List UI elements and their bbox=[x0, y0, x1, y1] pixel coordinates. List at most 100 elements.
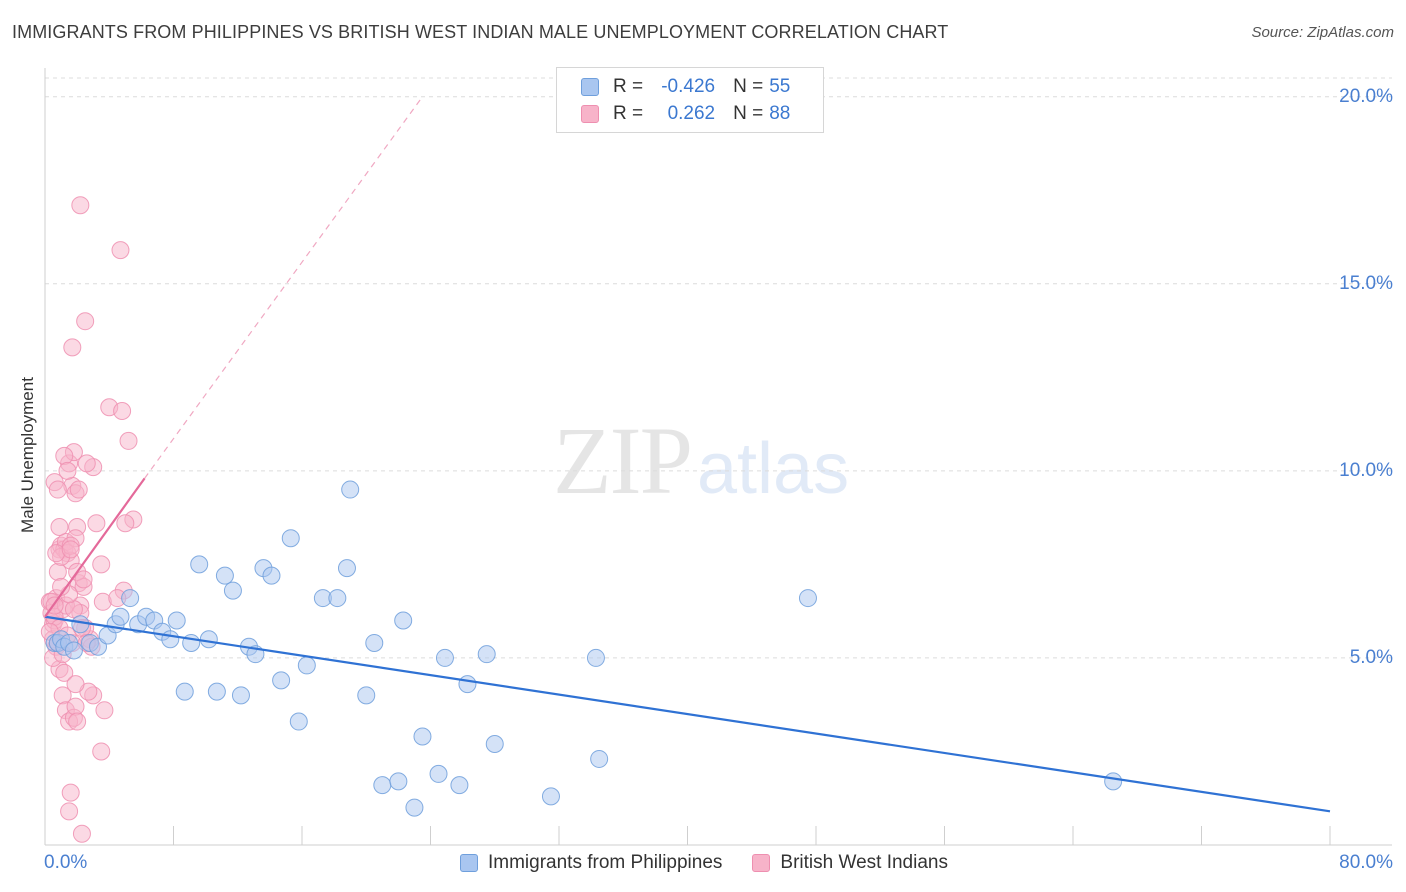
philippines-point bbox=[223, 581, 242, 600]
legend-label: British West Indians bbox=[780, 852, 948, 873]
axes bbox=[44, 68, 1392, 846]
philippines-point bbox=[389, 772, 408, 791]
british-west-indians-point bbox=[92, 742, 111, 761]
philippines-point bbox=[450, 776, 469, 795]
philippines-point bbox=[167, 611, 186, 630]
philippines-point bbox=[541, 787, 560, 806]
legend-row-british-west-indians: R = 0.262 N = 88 bbox=[581, 101, 790, 127]
british-west-indians-point bbox=[69, 480, 88, 499]
philippines-point bbox=[289, 712, 308, 731]
british-west-indians-point bbox=[76, 312, 95, 331]
philippines-point bbox=[413, 727, 432, 746]
blue-swatch-icon bbox=[581, 78, 599, 96]
legend-item-philippines[interactable]: Immigrants from Philippines bbox=[460, 852, 722, 874]
philippines-point bbox=[231, 686, 250, 705]
n-value: 55 bbox=[769, 76, 791, 97]
trend-lines bbox=[44, 96, 1331, 813]
chart-title: IMMIGRANTS FROM PHILIPPINES VS BRITISH W… bbox=[12, 22, 949, 42]
philippines-point bbox=[429, 764, 448, 783]
british-west-indians-point bbox=[113, 401, 132, 420]
philippines-point bbox=[373, 776, 392, 795]
british-west-indians-point bbox=[63, 338, 82, 357]
r-value: 0.262 bbox=[667, 103, 716, 124]
british-west-indians-point bbox=[61, 783, 80, 802]
philippines-point bbox=[365, 633, 384, 652]
philippines-point bbox=[207, 682, 226, 701]
r-value: -0.426 bbox=[661, 76, 716, 97]
n-label: N = bbox=[733, 76, 764, 97]
philippines-point bbox=[394, 611, 413, 630]
philippines-point bbox=[798, 589, 817, 608]
y-tick-label: 10.0% bbox=[1339, 459, 1393, 481]
philippines-point bbox=[175, 682, 194, 701]
philippines-point bbox=[272, 671, 291, 690]
y-tick-label: 5.0% bbox=[1349, 646, 1393, 668]
philippines-point bbox=[458, 675, 477, 694]
philippines-point bbox=[262, 566, 281, 585]
trend-line-extension bbox=[144, 96, 423, 479]
british-west-indians-point bbox=[87, 514, 106, 533]
british-west-indians-point bbox=[66, 675, 85, 694]
british-west-indians-point bbox=[68, 712, 87, 731]
blue-swatch-icon bbox=[460, 854, 478, 872]
philippines-point bbox=[435, 648, 454, 667]
british-west-indians-point bbox=[72, 824, 91, 843]
philippines-point bbox=[190, 555, 209, 574]
trend-line bbox=[44, 615, 1331, 813]
british-west-indians-point bbox=[95, 701, 114, 720]
r-label: R = bbox=[613, 76, 644, 97]
y-tick-label: 15.0% bbox=[1339, 272, 1393, 294]
philippines-point bbox=[215, 566, 234, 585]
y-tick-label: 20.0% bbox=[1339, 85, 1393, 107]
philippines-point bbox=[328, 589, 347, 608]
x-tick-label-max: 80.0% bbox=[1339, 852, 1393, 873]
british-west-indians-point bbox=[92, 555, 111, 574]
british-west-indians-point bbox=[74, 570, 93, 589]
legend-item-british-west-indians[interactable]: British West Indians bbox=[752, 852, 948, 874]
philippines-point bbox=[1104, 772, 1123, 791]
philippines-point bbox=[590, 749, 609, 768]
n-value: 88 bbox=[769, 103, 791, 124]
n-label: N = bbox=[733, 103, 764, 124]
philippines-point bbox=[111, 607, 130, 626]
pink-swatch-icon bbox=[752, 854, 771, 872]
philippines-point bbox=[357, 686, 376, 705]
british-west-indians-point bbox=[119, 431, 138, 450]
british-west-indians-point bbox=[50, 517, 69, 536]
legend-row-philippines: R = -0.426 N = 55 bbox=[581, 74, 790, 100]
legend-label: Immigrants from Philippines bbox=[488, 852, 723, 873]
trend-line bbox=[44, 477, 146, 618]
philippines-point bbox=[281, 529, 300, 548]
y-axis-label: Male Unemployment bbox=[18, 377, 37, 533]
philippines-point bbox=[337, 559, 356, 578]
correlation-legend: R = -0.426 N = 55 R = 0.262 N = 88 bbox=[556, 67, 824, 133]
philippines-point bbox=[477, 645, 496, 664]
pink-swatch-icon bbox=[581, 105, 599, 123]
philippines-points bbox=[45, 480, 1123, 817]
philippines-point bbox=[64, 641, 83, 660]
british-west-indians-point bbox=[61, 540, 80, 559]
philippines-point bbox=[341, 480, 360, 499]
british-west-indians-point bbox=[66, 697, 85, 716]
philippines-point bbox=[405, 798, 424, 817]
british-west-indians-point bbox=[111, 241, 130, 260]
british-west-indians-point bbox=[55, 663, 74, 682]
x-tick-label-min: 0.0% bbox=[44, 852, 88, 873]
british-west-indians-point bbox=[116, 514, 135, 533]
british-west-indians-point bbox=[60, 802, 79, 821]
british-west-indians-points bbox=[40, 196, 143, 843]
british-west-indians-point bbox=[58, 461, 77, 480]
british-west-indians-point bbox=[55, 446, 74, 465]
british-west-indians-point bbox=[77, 454, 96, 473]
british-west-indians-point bbox=[48, 480, 67, 499]
philippines-point bbox=[485, 734, 504, 753]
philippines-point bbox=[199, 630, 218, 649]
philippines-point bbox=[297, 656, 316, 675]
series-legend: Immigrants from Philippines British West… bbox=[460, 852, 978, 874]
philippines-point bbox=[71, 615, 90, 634]
r-label: R = bbox=[613, 103, 644, 124]
philippines-point bbox=[586, 648, 605, 667]
philippines-point bbox=[161, 630, 180, 649]
philippines-point bbox=[121, 589, 140, 608]
